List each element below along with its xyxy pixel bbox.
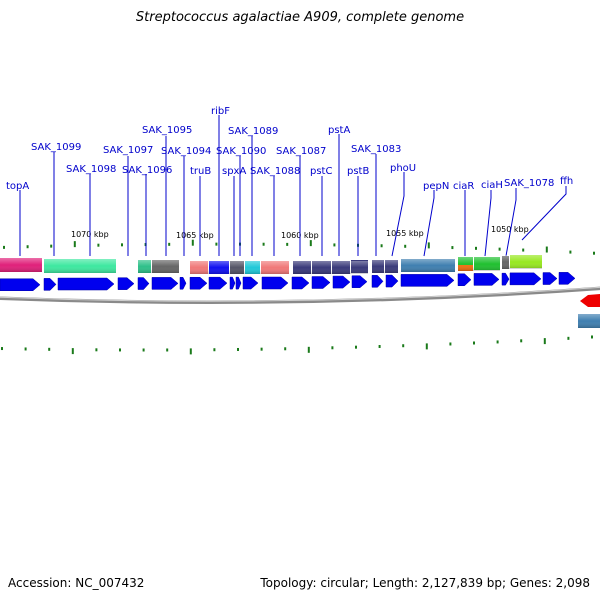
cds-arrow — [371, 275, 384, 288]
genome-backbone-highlight — [0, 286, 600, 302]
gene-label-trub: truB — [190, 166, 211, 177]
cds-arrow — [385, 274, 399, 288]
gene-label-sak1095: SAK_1095 — [142, 125, 192, 136]
cds-arrow — [311, 276, 331, 289]
gene-label-sak1078: SAK_1078 — [504, 178, 554, 189]
reverse-strand-feature — [580, 294, 600, 307]
cds-arrows — [0, 272, 576, 291]
genome-title: Streptococcus agalactiae A909, complete … — [135, 10, 465, 25]
cds-arrow — [189, 276, 208, 290]
gene-label-sak1088: SAK_1088 — [250, 166, 300, 177]
gene-label-leaders — [19, 115, 567, 257]
cds-arrow — [509, 272, 542, 286]
cds-arrow — [43, 278, 57, 291]
cds-arrow — [261, 276, 289, 290]
cds-arrow — [229, 276, 236, 290]
lower-tick-marks — [1, 335, 593, 355]
cds-arrow — [151, 277, 179, 290]
gene-label-sak1087: SAK_1087 — [276, 146, 326, 157]
gene-label-sak1098: SAK_1098 — [66, 164, 116, 175]
gene-label-ciar: ciaR — [453, 181, 474, 192]
kbp-label-1055: 1055 kbp — [386, 229, 424, 238]
cds-arrow — [57, 277, 115, 291]
gene-label-ribf: ribF — [211, 106, 230, 117]
gene-label-pstb: pstB — [347, 166, 369, 177]
cds-arrow — [473, 273, 500, 286]
gene-label-sak1089: SAK_1089 — [228, 126, 278, 137]
gene-label-sak1099: SAK_1099 — [31, 142, 81, 153]
gene-label-pstc: pstC — [310, 166, 332, 177]
cds-arrow — [117, 277, 135, 290]
gene-label-sak1096: SAK_1096 — [122, 165, 172, 176]
gene-label-psta: pstA — [328, 125, 350, 136]
cds-arrow — [0, 278, 41, 291]
cds-arrow — [179, 277, 187, 290]
cds-arrow — [332, 275, 351, 289]
gene-label-spxa: spxA — [222, 166, 246, 177]
kbp-label-1050: 1050 kbp — [491, 225, 529, 234]
gene-label-sak1083: SAK_1083 — [351, 144, 401, 155]
cds-arrow — [400, 274, 455, 287]
gene-label-phou: phoU — [390, 163, 416, 174]
upper-tick-marks — [3, 239, 595, 255]
gene-label-pepn: pepN — [423, 181, 449, 192]
cds-arrow — [351, 275, 368, 288]
gene-label-sak1090: SAK_1090 — [216, 146, 266, 157]
feature-box-shading — [0, 255, 600, 328]
accession-text: Accession: NC_007432 — [8, 576, 145, 590]
cds-arrow — [242, 276, 259, 290]
cds-arrow — [542, 272, 558, 285]
cds-arrow — [558, 272, 576, 285]
genome-backbone — [0, 286, 600, 304]
gene-label-topa: topA — [6, 181, 29, 192]
cds-arrow — [291, 276, 310, 290]
cds-arrow — [235, 276, 242, 290]
gene-labels: topA SAK_1099 SAK_1098 SAK_1097 SAK_1096… — [6, 106, 573, 192]
gene-label-sak1094: SAK_1094 — [161, 146, 211, 157]
cds-arrow — [208, 276, 228, 290]
topology-text: Topology: circular; Length: 2,127,839 bp… — [260, 576, 590, 590]
cds-arrow — [501, 272, 510, 286]
gene-label-sak1097: SAK_1097 — [103, 145, 153, 156]
kbp-label-1065: 1065 kbp — [176, 231, 214, 240]
cds-arrow — [137, 277, 150, 290]
gene-label-ciah: ciaH — [481, 180, 503, 191]
cds-arrow — [457, 273, 472, 287]
gene-label-ffh: ffh — [560, 176, 573, 187]
